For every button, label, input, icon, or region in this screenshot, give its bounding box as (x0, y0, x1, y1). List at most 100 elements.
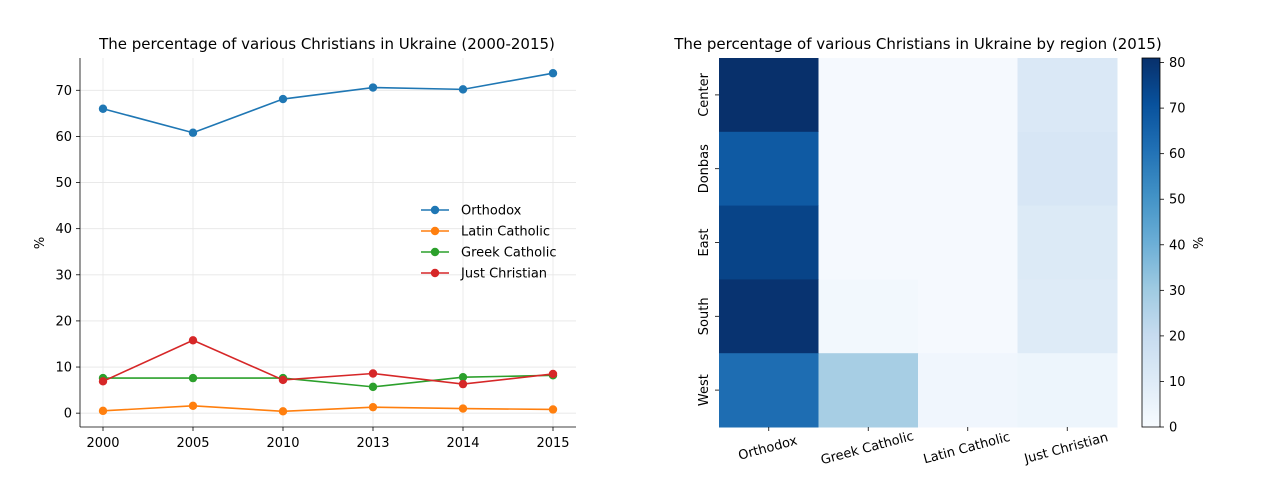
heatmap-cell (1017, 205, 1118, 280)
colorbar-tick-label: 70 (1169, 102, 1186, 117)
line-chart-grid (80, 58, 576, 427)
legend-marker (430, 226, 440, 236)
colorbar-tick-label: 80 (1169, 56, 1186, 71)
data-point (188, 128, 198, 137)
data-point (548, 369, 558, 379)
legend-entry: Latin Catholic (421, 225, 550, 240)
legend-label: Just Christian (460, 267, 547, 282)
column-label: Greek Catholic (819, 429, 915, 468)
data-point (98, 406, 108, 416)
data-point (458, 85, 468, 94)
heatmap-cell (818, 205, 919, 280)
legend-marker (430, 268, 440, 278)
row-label: Donbas (697, 144, 712, 193)
series-line (102, 72, 554, 134)
row-label: West (697, 374, 712, 406)
colorbar-frame (1141, 57, 1161, 428)
colorbar-tick-label: 60 (1169, 147, 1186, 162)
heatmap-cell (918, 205, 1018, 280)
x-tick-label: 2015 (536, 436, 569, 451)
data-point (188, 373, 198, 383)
data-point (458, 372, 468, 382)
column-label: Latin Catholic (922, 430, 1012, 468)
series-line (103, 374, 554, 388)
heatmap-cell (918, 131, 1018, 207)
data-point (548, 405, 558, 414)
legend-label: Orthodox (461, 204, 522, 219)
heatmap-cell (918, 353, 1018, 428)
heatmap-cell (918, 58, 1018, 133)
data-point (458, 404, 468, 413)
row-label: East (697, 228, 712, 256)
series-line (102, 404, 554, 413)
data-point (368, 369, 378, 378)
heatmap-cell (719, 131, 819, 207)
series-line (102, 339, 554, 385)
legend-entry: Greek Catholic (421, 246, 557, 261)
legend-marker (430, 247, 440, 257)
y-tick-label: 30 (55, 268, 72, 283)
line-chart-axes (79, 58, 576, 428)
line-chart-title: The percentage of various Christians in … (98, 35, 555, 53)
series-just-christian (98, 336, 558, 389)
legend-entry: Just Christian (421, 267, 547, 282)
line-chart-series (98, 69, 558, 416)
data-point (278, 94, 288, 104)
y-tick-label: 0 (64, 407, 72, 422)
heatmap-cell (719, 58, 819, 133)
y-tick-label: 20 (55, 314, 72, 329)
heatmap-cell (719, 279, 819, 354)
row-label: South (697, 297, 712, 335)
y-tick-label: 60 (55, 130, 72, 145)
heatmap-cell (818, 353, 919, 428)
colorbar-tick-label: 0 (1169, 421, 1177, 436)
heatmap-cell (1017, 353, 1118, 428)
data-point (278, 375, 288, 385)
legend-label: Greek Catholic (461, 246, 557, 261)
legend-label: Latin Catholic (461, 225, 550, 240)
column-label: Just Christian (1022, 430, 1110, 467)
x-tick-label: 2014 (446, 436, 479, 451)
heatmap-cells (719, 58, 1118, 428)
heatmap-cell (918, 279, 1018, 354)
x-tick-label: 2013 (356, 436, 389, 451)
data-point (98, 377, 108, 386)
data-point (188, 336, 198, 345)
heatmap-cell (1017, 58, 1118, 133)
y-tick-label: 10 (55, 361, 72, 376)
data-point (368, 382, 378, 392)
line-chart: The percentage of various Christians in … (33, 35, 576, 451)
data-point (188, 401, 198, 410)
heatmap-cell (818, 131, 919, 207)
colorbar-tick-label: 50 (1169, 193, 1186, 208)
colorbar-label: % (1192, 237, 1207, 249)
column-label: Orthodox (737, 433, 799, 463)
heatmap-cell (719, 353, 819, 428)
heatmap-title: The percentage of various Christians in … (673, 35, 1162, 53)
x-tick-label: 2005 (176, 436, 209, 451)
y-tick-label: 40 (55, 222, 72, 237)
heatmap: The percentage of various Christians in … (673, 35, 1207, 468)
heatmap-cell (1017, 279, 1118, 354)
line-chart-ticks: 0 10 20 30 40 50 60 70 2000 2005 2010 2013 2014 2015 (55, 84, 569, 451)
data-point (278, 407, 288, 416)
row-label: Center (697, 72, 712, 116)
legend-marker (430, 205, 440, 215)
y-tick-label: 70 (55, 84, 72, 99)
data-point (548, 69, 558, 78)
data-point (368, 402, 378, 412)
line-chart-ylabel: % (33, 237, 48, 249)
x-tick-label: 2000 (86, 436, 119, 451)
heatmap-cell (719, 205, 819, 280)
legend-entry: Orthodox (421, 204, 522, 219)
data-point (458, 379, 468, 389)
colorbar-gradient (1142, 58, 1160, 427)
heatmap-cell (1017, 131, 1118, 207)
series-latin-catholic (98, 401, 558, 416)
colorbar-tick-label: 10 (1169, 375, 1186, 390)
colorbar-tick-label: 30 (1169, 284, 1186, 299)
heatmap-cell (818, 279, 919, 354)
x-tick-label: 2010 (266, 436, 299, 451)
series-orthodox (98, 69, 558, 137)
